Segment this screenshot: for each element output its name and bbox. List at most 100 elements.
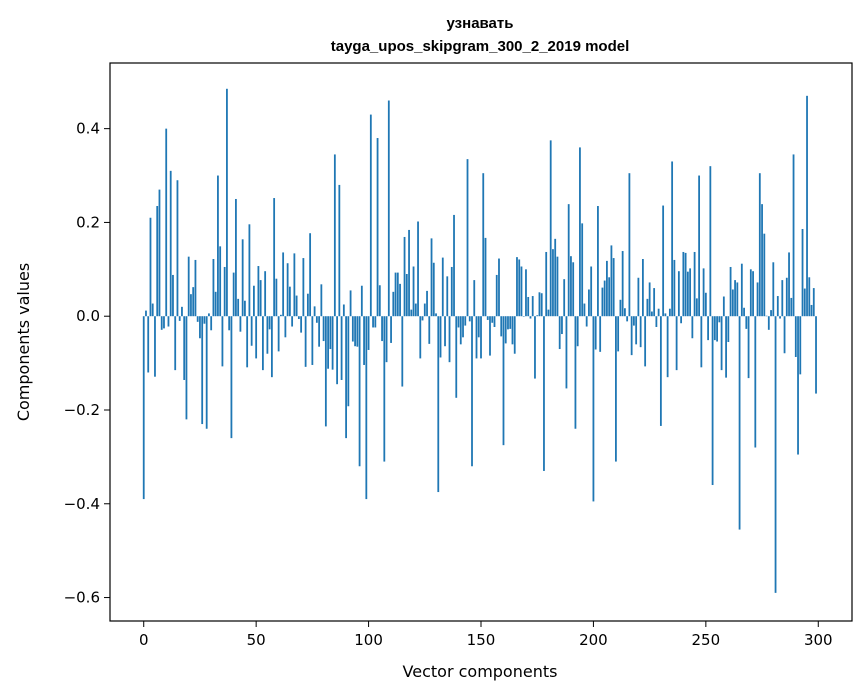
bar-31: [212, 259, 215, 317]
bar-152: [484, 237, 487, 317]
bar-252: [709, 166, 712, 317]
bar-217: [630, 316, 633, 356]
bar-95: [356, 316, 359, 347]
bar-295: [806, 95, 808, 317]
bar-161: [504, 316, 507, 344]
bar-181: [549, 140, 552, 317]
y-tick-label-4: −0.4: [64, 495, 100, 513]
bar-90: [345, 316, 347, 439]
bar-112: [394, 272, 397, 317]
bar-167: [518, 259, 521, 317]
bar-48: [250, 316, 253, 346]
bar-188: [565, 316, 568, 389]
bar-36: [223, 266, 226, 317]
bar-64: [286, 263, 289, 317]
bar-230: [659, 316, 662, 426]
bar-227: [653, 288, 656, 317]
bar-122: [417, 221, 419, 317]
bars-group: [142, 88, 817, 593]
bar-83: [329, 316, 332, 350]
bar-121: [414, 303, 417, 317]
bar-172: [529, 316, 532, 319]
bar-283: [779, 316, 781, 319]
bar-163: [509, 316, 512, 329]
bar-75: [311, 316, 314, 365]
bar-74: [309, 233, 312, 317]
bar-154: [489, 316, 491, 356]
bar-182: [552, 249, 554, 317]
bar-8: [160, 316, 163, 330]
bar-120: [412, 266, 415, 317]
bar-180: [547, 309, 550, 317]
y-tick-label-5: −0.6: [64, 589, 100, 607]
bar-20: [187, 256, 190, 317]
bar-69: [297, 316, 300, 320]
bar-135: [446, 276, 449, 317]
bar-1: [145, 310, 147, 317]
y-tick-label-3: −0.2: [64, 401, 100, 419]
bar-219: [635, 316, 638, 345]
bar-169: [522, 316, 525, 317]
bar-22: [192, 287, 195, 317]
bar-68: [295, 295, 298, 317]
bar-245: [693, 251, 696, 317]
bar-259: [725, 316, 727, 378]
bar-140: [457, 316, 460, 328]
bar-293: [801, 228, 804, 317]
bar-14: [174, 316, 177, 371]
bar-79: [320, 284, 323, 317]
bar-59: [275, 278, 278, 317]
bar-205: [603, 280, 606, 317]
bar-23: [194, 259, 197, 317]
bar-63: [284, 316, 287, 338]
x-tick-label-0: 0: [139, 631, 149, 649]
bar-123: [419, 316, 422, 359]
bar-117: [405, 274, 408, 317]
bar-191: [572, 262, 575, 317]
bar-215: [626, 316, 629, 322]
bar-292: [799, 316, 802, 375]
bar-170: [525, 269, 527, 317]
bar-160: [502, 316, 505, 446]
bar-133: [441, 257, 444, 317]
bar-286: [785, 277, 788, 317]
bar-281: [774, 316, 777, 593]
bar-146: [471, 316, 473, 467]
bar-127: [428, 316, 431, 344]
bar-115: [401, 316, 404, 387]
bar-194: [579, 147, 581, 317]
chart-subtitle: tayga_upos_skipgram_300_2_2019 model: [331, 38, 630, 55]
bar-149: [477, 316, 480, 338]
bar-56: [268, 316, 271, 330]
bar-80: [322, 316, 325, 342]
bar-225: [648, 282, 651, 317]
bar-177: [540, 293, 543, 317]
bar-45: [244, 300, 246, 317]
bar-203: [599, 316, 602, 352]
bar-93: [351, 316, 354, 342]
bar-41: [235, 198, 237, 317]
bar-3: [149, 217, 152, 317]
bar-33: [217, 175, 219, 317]
bar-288: [790, 297, 793, 317]
bar-184: [556, 256, 559, 317]
bar-62: [282, 252, 285, 317]
bar-206: [606, 260, 608, 317]
bar-17: [181, 306, 183, 317]
bar-37: [226, 88, 228, 317]
bar-0: [142, 316, 145, 500]
bar-299: [815, 316, 817, 394]
bar-226: [650, 311, 653, 317]
bar-126: [426, 290, 428, 317]
bar-208: [610, 245, 613, 317]
bar-189: [567, 204, 570, 317]
bar-99: [365, 316, 368, 500]
bar-155: [491, 316, 494, 323]
bar-255: [716, 316, 718, 342]
bar-178: [543, 316, 545, 471]
bar-198: [588, 289, 590, 317]
bar-279: [770, 310, 772, 317]
bar-246: [695, 298, 698, 317]
bar-97: [360, 285, 363, 317]
bar-257: [720, 316, 723, 371]
